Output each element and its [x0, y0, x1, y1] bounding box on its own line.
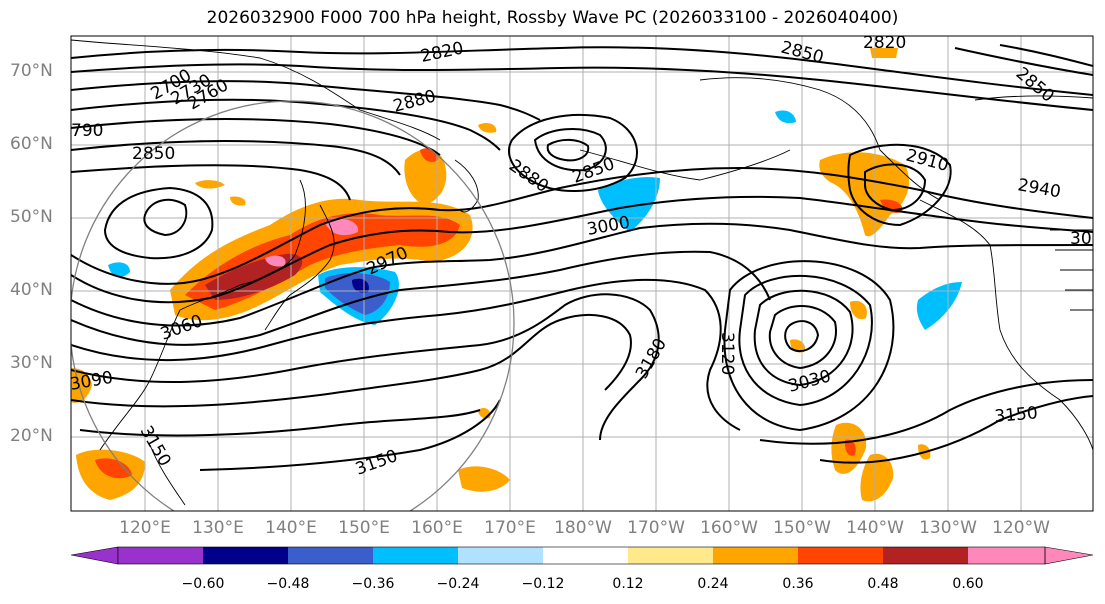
colorbar-tick-label: 0.12 — [612, 576, 644, 592]
lon-label: 140°W — [846, 518, 904, 538]
lon-label: 170°E — [484, 518, 536, 538]
colorbar-extend-max — [1044, 546, 1094, 565]
colorbar-bin — [288, 547, 373, 564]
colorbar-bin — [543, 547, 628, 564]
negative-anomaly-japan — [318, 267, 399, 325]
colorbar-tick-label: 0.36 — [782, 576, 814, 592]
colorbar-bin — [373, 547, 458, 564]
colorbar-bin — [798, 547, 883, 564]
lat-label: 20°N — [10, 426, 53, 446]
lon-label: 160°E — [411, 518, 463, 538]
colorbar-tick-label: −0.36 — [351, 576, 395, 592]
colorbar-tick-label: −0.48 — [266, 576, 310, 592]
colorbar-tick-label: −0.60 — [181, 576, 225, 592]
anomaly-alaska-gulf — [598, 48, 910, 237]
colorbar-tick-label: 0.24 — [697, 576, 729, 592]
lon-label: 180°W — [554, 518, 612, 538]
colorbar-bin — [968, 547, 1045, 564]
lat-label: 70°N — [10, 61, 53, 81]
colorbar-tick-label: 0.60 — [952, 576, 984, 592]
colorbar — [70, 546, 1094, 565]
colorbar-bin — [628, 547, 713, 564]
colorbar-bin — [203, 547, 288, 564]
graticule — [71, 36, 1093, 511]
colorbar-bin — [713, 547, 798, 564]
colorbar-outline — [117, 546, 1046, 565]
colorbar-extend-min — [70, 546, 119, 565]
pattern-circle — [71, 100, 515, 511]
contour-label: 3150 — [994, 403, 1039, 427]
lon-label: 130°W — [919, 518, 977, 538]
positive-anomaly-japan — [170, 148, 473, 321]
contour-label: 3120 — [717, 332, 737, 375]
lat-label: 30°N — [10, 353, 53, 373]
lat-label: 50°N — [10, 207, 53, 227]
lon-label: 170°W — [627, 518, 685, 538]
contour-label: 2850 — [132, 144, 175, 164]
colorbar-tick-label: −0.12 — [521, 576, 565, 592]
lon-label: 140°E — [265, 518, 317, 538]
contour-label-group: 2700 2730 2760 790 2820 2850 2880 2850 2… — [71, 33, 1092, 480]
lat-label: 40°N — [10, 280, 53, 300]
lon-label: 120°W — [992, 518, 1050, 538]
lon-label: 120°E — [119, 518, 171, 538]
colorbar-bin — [458, 547, 543, 564]
map-title: 2026032900 F000 700 hPa height, Rossby W… — [206, 8, 899, 28]
contour-label: 790 — [71, 121, 103, 141]
colorbar-tick-label: 0.48 — [867, 576, 899, 592]
contour-label: 30 — [1070, 229, 1092, 249]
lon-label: 150°W — [773, 518, 831, 538]
map-frame — [70, 35, 1094, 512]
colorbar-bin — [118, 547, 203, 564]
contour-label: 2820 — [863, 33, 906, 53]
lon-label: 150°E — [338, 518, 390, 538]
colorbar-bin — [883, 547, 968, 564]
lon-label: 130°E — [192, 518, 244, 538]
lon-label: 160°W — [700, 518, 758, 538]
anomaly-small-patches — [71, 122, 962, 502]
colorbar-tick-label: −0.24 — [436, 576, 480, 592]
map-area: 2700 2730 2760 790 2820 2850 2880 2850 2… — [71, 33, 1093, 511]
lat-label: 60°N — [10, 134, 53, 154]
